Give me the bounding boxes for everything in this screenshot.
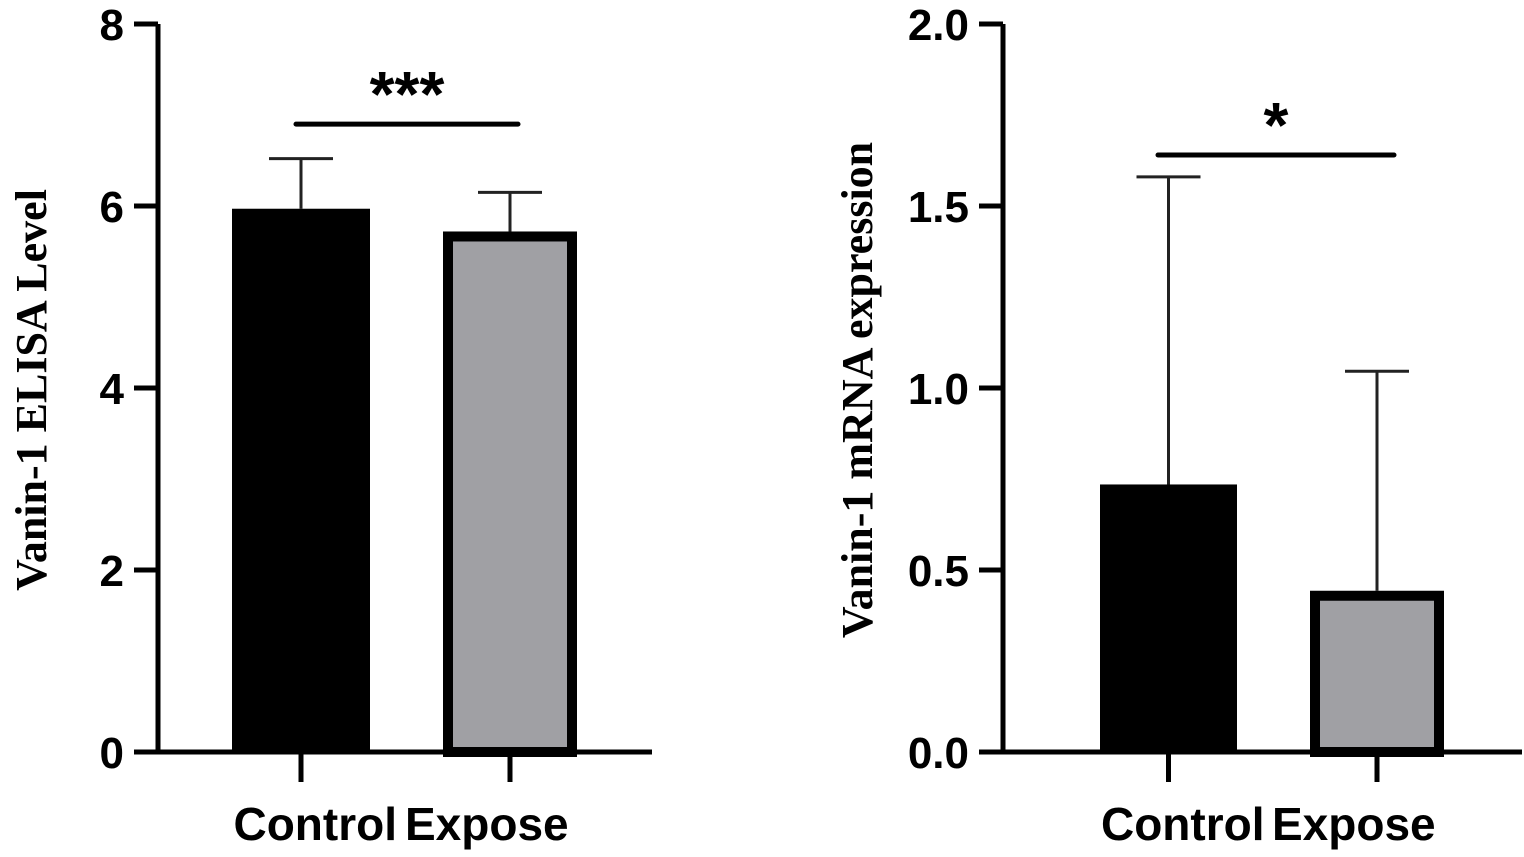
x-tick-label: Control xyxy=(1101,798,1265,850)
chart-panel-1: 0 2 4 6 8 Vanin-1 ELISA Level Control Expose *** xyxy=(7,1,652,850)
y-tick-label: 6 xyxy=(100,183,124,232)
y-tick-label: 2 xyxy=(100,547,124,596)
y-tick-label: 0.5 xyxy=(908,547,969,596)
bar-expose xyxy=(443,231,577,758)
x-tick-label: Control xyxy=(233,798,397,850)
bar-expose xyxy=(1310,590,1444,757)
y-tick-label: 1.5 xyxy=(908,183,969,232)
chart-panel-2: 0.0 0.5 1.0 1.5 2.0 Vanin-1 mRNA expression Co… xyxy=(833,1,1522,850)
y-tick-label: 2.0 xyxy=(908,1,969,50)
bar-control xyxy=(232,208,370,753)
y-axis-label: Vanin-1 mRNA expression xyxy=(833,142,882,638)
y-axis-label: Vanin-1 ELISA Level xyxy=(7,189,56,591)
y-tick-label: 1.0 xyxy=(908,365,969,414)
y-tick-label: 0 xyxy=(100,729,124,778)
significance-label: *** xyxy=(370,58,445,130)
y-tick-label: 4 xyxy=(100,365,125,414)
significance-label: * xyxy=(1264,89,1289,161)
bar-control xyxy=(1100,484,1237,752)
x-tick-label: Expose xyxy=(1272,798,1436,850)
x-tick-label: Expose xyxy=(405,798,569,850)
y-tick-label: 0.0 xyxy=(908,729,969,778)
y-tick-label: 8 xyxy=(100,1,124,50)
